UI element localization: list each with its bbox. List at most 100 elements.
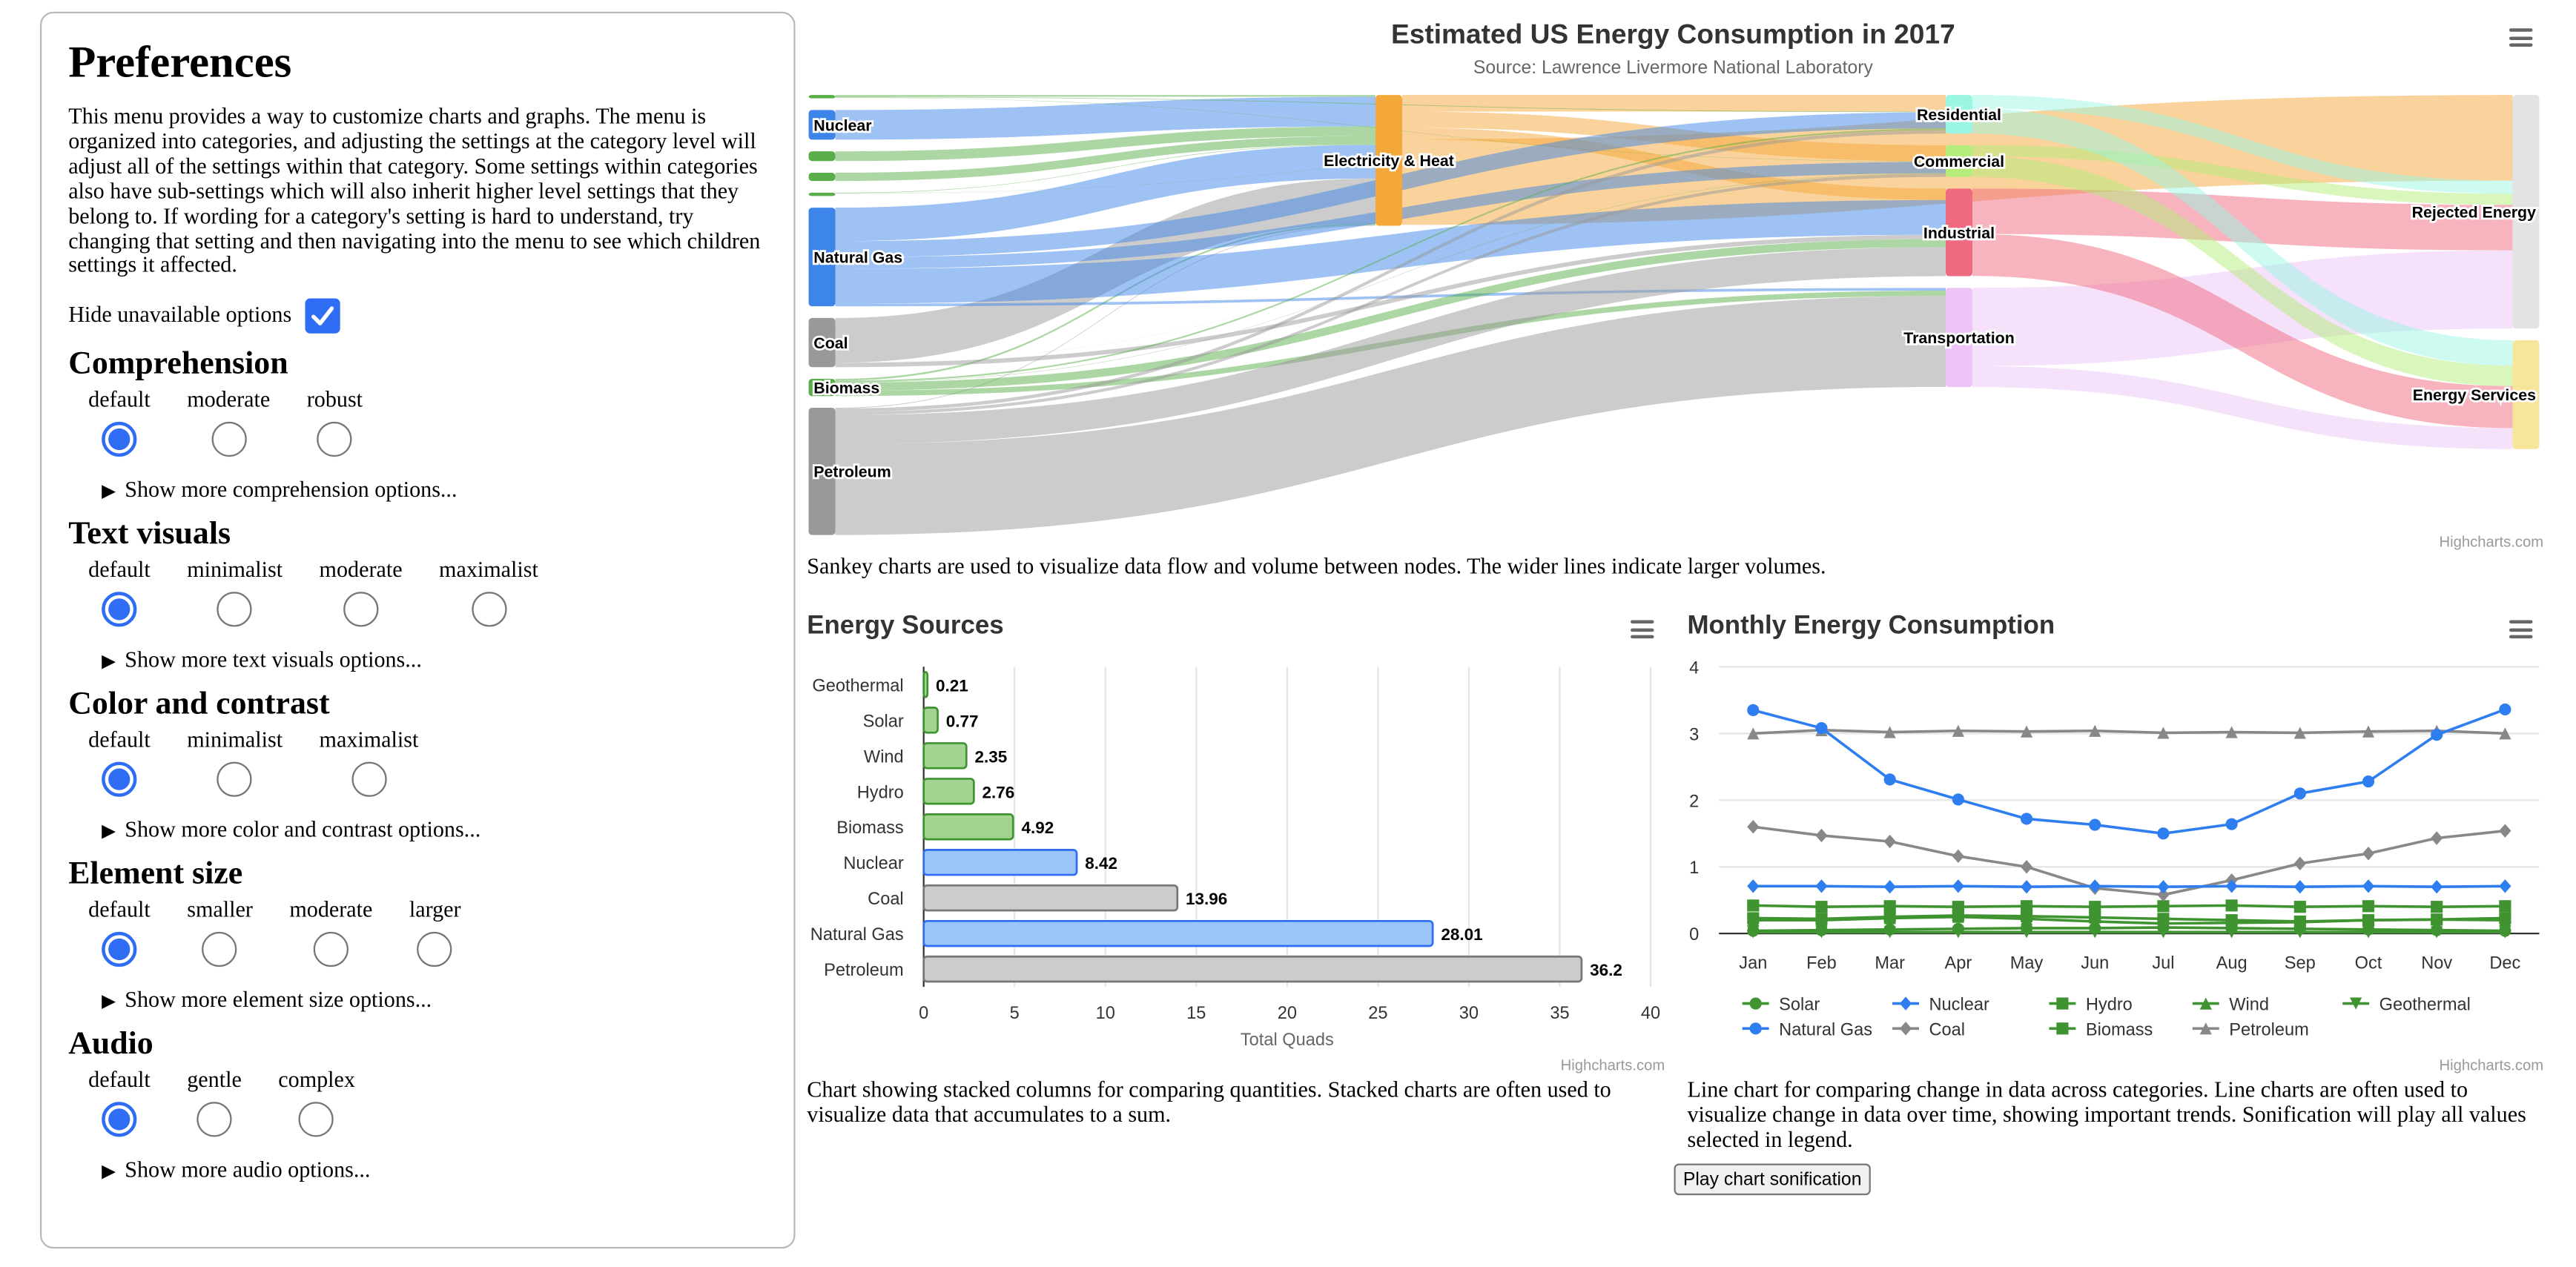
data-point[interactable] [2089,818,2101,831]
sankey-link[interactable] [1972,250,2513,366]
data-point[interactable] [2293,856,2306,870]
data-point[interactable] [2089,879,2101,893]
radio-button[interactable] [102,1102,137,1138]
legend-marker[interactable] [2199,997,2212,1010]
data-point[interactable] [2499,879,2511,893]
data-point[interactable] [2157,879,2170,894]
sankey-link[interactable] [835,234,1946,368]
legend-item[interactable]: Hydro [2049,996,2133,1015]
bar[interactable] [922,778,975,805]
data-point[interactable] [2157,887,2170,902]
radio-option[interactable]: minimalist [187,727,283,798]
sankey-link[interactable] [835,173,1946,415]
data-point[interactable] [2020,913,2033,925]
data-point[interactable] [2499,900,2511,913]
data-point[interactable] [1952,879,1964,893]
radio-button[interactable] [471,592,506,628]
data-point[interactable] [2499,924,2511,937]
legend-marker[interactable] [1899,996,1912,1010]
bar[interactable] [922,742,968,770]
data-point[interactable] [2499,914,2511,927]
radio-option[interactable]: gentle [187,1068,242,1138]
data-point[interactable] [1952,793,1964,806]
sankey-node[interactable] [808,407,836,535]
data-point[interactable] [1952,910,1964,923]
data-point[interactable] [2293,922,2306,935]
sankey-link[interactable] [1401,95,1946,112]
data-point[interactable] [2089,922,2101,935]
data-point[interactable] [2293,787,2306,800]
radio-button[interactable] [102,422,137,457]
sankey-link[interactable] [835,223,1376,381]
data-point[interactable] [1952,724,1964,737]
legend-item[interactable]: Biomass [2049,1020,2153,1039]
show-more-toggle[interactable]: ▶ Show more comprehension options... [102,477,767,506]
sankey-node[interactable] [1945,145,1972,177]
data-point[interactable] [1883,900,1896,913]
radio-button[interactable] [317,422,352,457]
hide-unavailable-checkbox[interactable] [305,298,340,334]
bar[interactable] [922,813,1014,841]
data-point[interactable] [1747,914,1760,927]
data-point[interactable] [2020,860,2033,874]
sankey-node[interactable] [1945,188,1972,277]
data-point[interactable] [2225,922,2238,935]
radio-option[interactable]: default [88,1068,151,1138]
data-point[interactable] [2431,729,2443,741]
data-point[interactable] [2089,901,2101,913]
play-sonification-button[interactable]: Play chart sonification [1674,1163,1871,1196]
sankey-link[interactable] [835,173,1946,383]
sankey-link[interactable] [835,144,1376,193]
data-point[interactable] [2225,818,2238,830]
data-point[interactable] [2020,725,2033,738]
sankey-node[interactable] [808,378,836,397]
data-point[interactable] [2431,924,2443,936]
sankey-node[interactable] [808,317,836,368]
sankey-menu-icon[interactable] [2509,28,2533,47]
legend-item[interactable]: Petroleum [2192,1020,2309,1039]
bar[interactable] [922,884,1179,912]
legend-marker[interactable] [1899,1022,1912,1036]
sankey-link[interactable] [835,288,1946,307]
data-point[interactable] [2431,879,2443,894]
legend-marker[interactable] [1749,1022,1762,1035]
legend-marker[interactable] [2199,1022,2212,1035]
data-point[interactable] [1815,879,1828,893]
bar[interactable] [922,849,1078,876]
radio-button[interactable] [102,932,137,967]
radio-option[interactable]: moderate [187,387,270,457]
sankey-node[interactable] [808,151,836,162]
data-point[interactable] [1883,726,1896,738]
bar-chart-menu-icon[interactable] [1631,620,1654,639]
legend-item[interactable]: Wind [2192,996,2269,1015]
radio-option[interactable]: default [88,897,151,967]
radio-option[interactable]: default [88,558,151,628]
data-point[interactable] [2499,703,2511,716]
radio-option[interactable]: complex [278,1068,355,1138]
sankey-node[interactable] [2512,95,2540,329]
bar[interactable] [922,707,939,734]
show-more-toggle[interactable]: ▶ Show more element size options... [102,988,767,1016]
radio-option[interactable]: maximalist [320,727,418,798]
series-line[interactable] [1753,926,2506,933]
radio-button[interactable] [102,762,137,798]
sankey-node[interactable] [808,208,836,307]
radio-button[interactable] [217,592,253,628]
legend-marker[interactable] [2350,997,2362,1010]
data-point[interactable] [1747,727,1760,740]
data-point[interactable] [1883,834,1896,849]
radio-option[interactable]: larger [409,897,461,967]
bar[interactable] [922,919,1434,947]
data-point[interactable] [1952,901,1964,913]
sankey-link[interactable] [835,128,1946,383]
sankey-node[interactable] [808,95,836,99]
sankey-link[interactable] [835,96,1376,140]
radio-option[interactable]: moderate [320,558,403,628]
series-line[interactable] [1753,904,2506,908]
data-point[interactable] [2293,901,2306,913]
line-chart-menu-icon[interactable] [2509,620,2533,639]
data-point[interactable] [1883,773,1896,786]
radio-option[interactable]: moderate [289,897,372,967]
data-point[interactable] [2157,921,2170,934]
series-line[interactable] [1753,825,2506,896]
